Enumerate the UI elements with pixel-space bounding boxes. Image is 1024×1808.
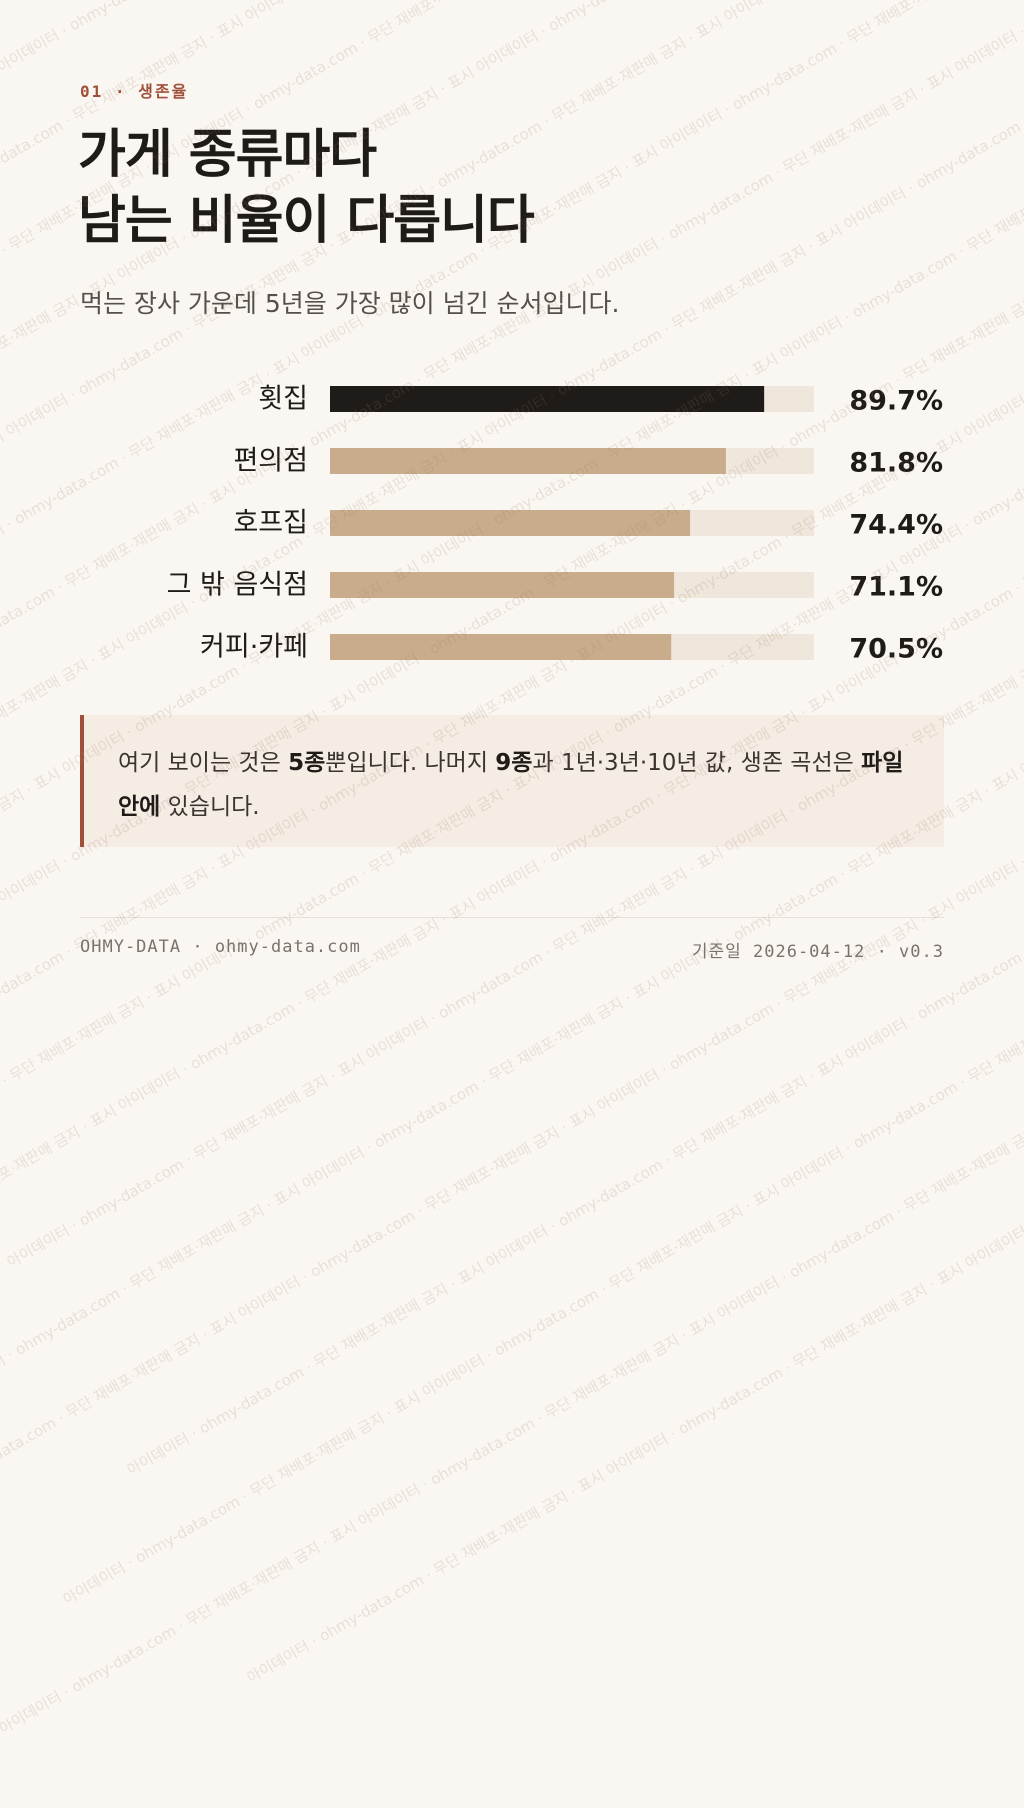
info-note: 여기 보이는 것은 5종뿐입니다. 나머지 9종과 1년·3년·10년 값, 생… — [80, 715, 944, 847]
bar — [330, 634, 672, 660]
note-text-3: 과 1년·3년·10년 값, 생존 곡선은 — [532, 750, 862, 776]
bar-category-label: 횟집 — [258, 384, 308, 415]
footer-date-label: 기준일 — [691, 942, 742, 962]
footer-divider — [80, 917, 944, 918]
bar-value-label: 74.4% — [849, 510, 943, 541]
watermark-text: 아이데이터 · ohmy-data.com · 무단 재배포·재판매 금지 · … — [243, 16, 1024, 1688]
title-line-2: 남는 비율이 다릅니다 — [78, 190, 535, 251]
bar — [330, 448, 726, 474]
bar-category-label: 커피·카페 — [200, 632, 308, 663]
bar-value-label: 81.8% — [849, 448, 943, 479]
bar-value-label: 71.1% — [849, 572, 943, 603]
note-bold-3: 파일 안에 — [118, 750, 904, 820]
footer-date-value: 2026-04-12 · v0.3 — [753, 942, 944, 962]
bar-value-label: 70.5% — [849, 634, 943, 665]
note-text-2: 뿐입니다. 나머지 — [325, 750, 496, 776]
note-text-1: 여기 보이는 것은 — [118, 750, 289, 776]
bar — [330, 572, 675, 598]
survival-bar-chart: 횟집 89.7% 편의점 81.8% 호프집 74.4% 그 밖 음식점 71.1% 커피·카페… — [167, 384, 943, 665]
bar-category-label: 그 밖 음식점 — [167, 570, 308, 601]
footer-brand: OHMY-DATA · ohmy-data.com — [80, 937, 361, 957]
bar-value-label: 89.7% — [849, 386, 943, 417]
note-bold-1: 5종 — [288, 750, 326, 776]
bar-category-label: 호프집 — [233, 508, 308, 539]
note-bold-2: 9종 — [495, 750, 533, 776]
section-eyebrow: 01 · 생존율 — [80, 82, 189, 101]
page-subtitle: 먹는 장사 가운데 5년을 가장 많이 넘긴 순서입니다. — [80, 289, 620, 318]
bar — [330, 386, 765, 412]
bar-category-label: 편의점 — [233, 446, 308, 477]
footer-date: 기준일 2026-04-12 · v0.3 — [692, 937, 944, 962]
title-line-1: 가게 종류마다 — [78, 124, 377, 185]
page-title: 가게 종류마다 남는 비율이 다릅니다 — [78, 122, 535, 254]
note-text-4: 있습니다. — [160, 794, 260, 820]
bar — [330, 510, 691, 536]
